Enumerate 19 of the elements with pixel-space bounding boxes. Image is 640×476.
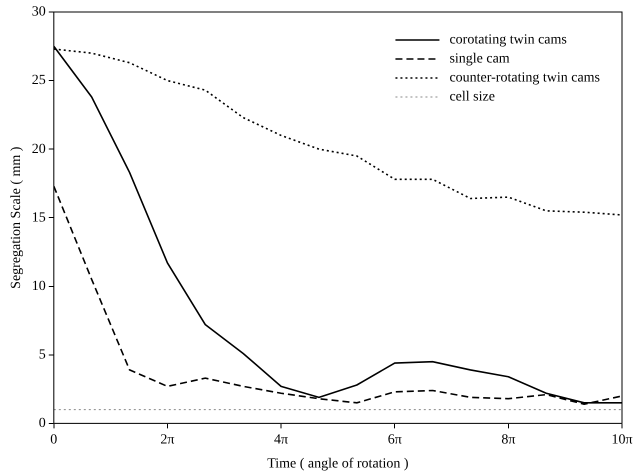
y-tick-label: 20 <box>32 142 46 157</box>
y-tick-label: 30 <box>32 4 46 20</box>
x-tick-label: 6π <box>388 432 402 448</box>
y-tick-label: 0 <box>38 416 46 432</box>
legend-label: corotating twin cams <box>449 32 567 48</box>
y-tick-label: 25 <box>32 73 46 88</box>
x-tick-label: 8π <box>501 432 516 448</box>
x-axis-title: Time ( angle of rotation ) <box>267 456 409 472</box>
y-axis-title: Segregation Scale ( mm ) <box>9 146 24 289</box>
x-tick-label: 10π <box>611 432 633 448</box>
x-tick-label: 0 <box>50 432 58 448</box>
x-tick-label: 2π <box>160 432 174 448</box>
x-tick-label: 4π <box>274 432 288 448</box>
legend-label: counter-rotating twin cams <box>449 70 600 86</box>
legend-label: single cam <box>449 52 510 67</box>
legend-label: cell size <box>449 90 495 105</box>
y-tick-label: 10 <box>32 278 46 294</box>
y-tick-label: 15 <box>32 210 46 226</box>
y-tick-label: 5 <box>38 348 46 363</box>
